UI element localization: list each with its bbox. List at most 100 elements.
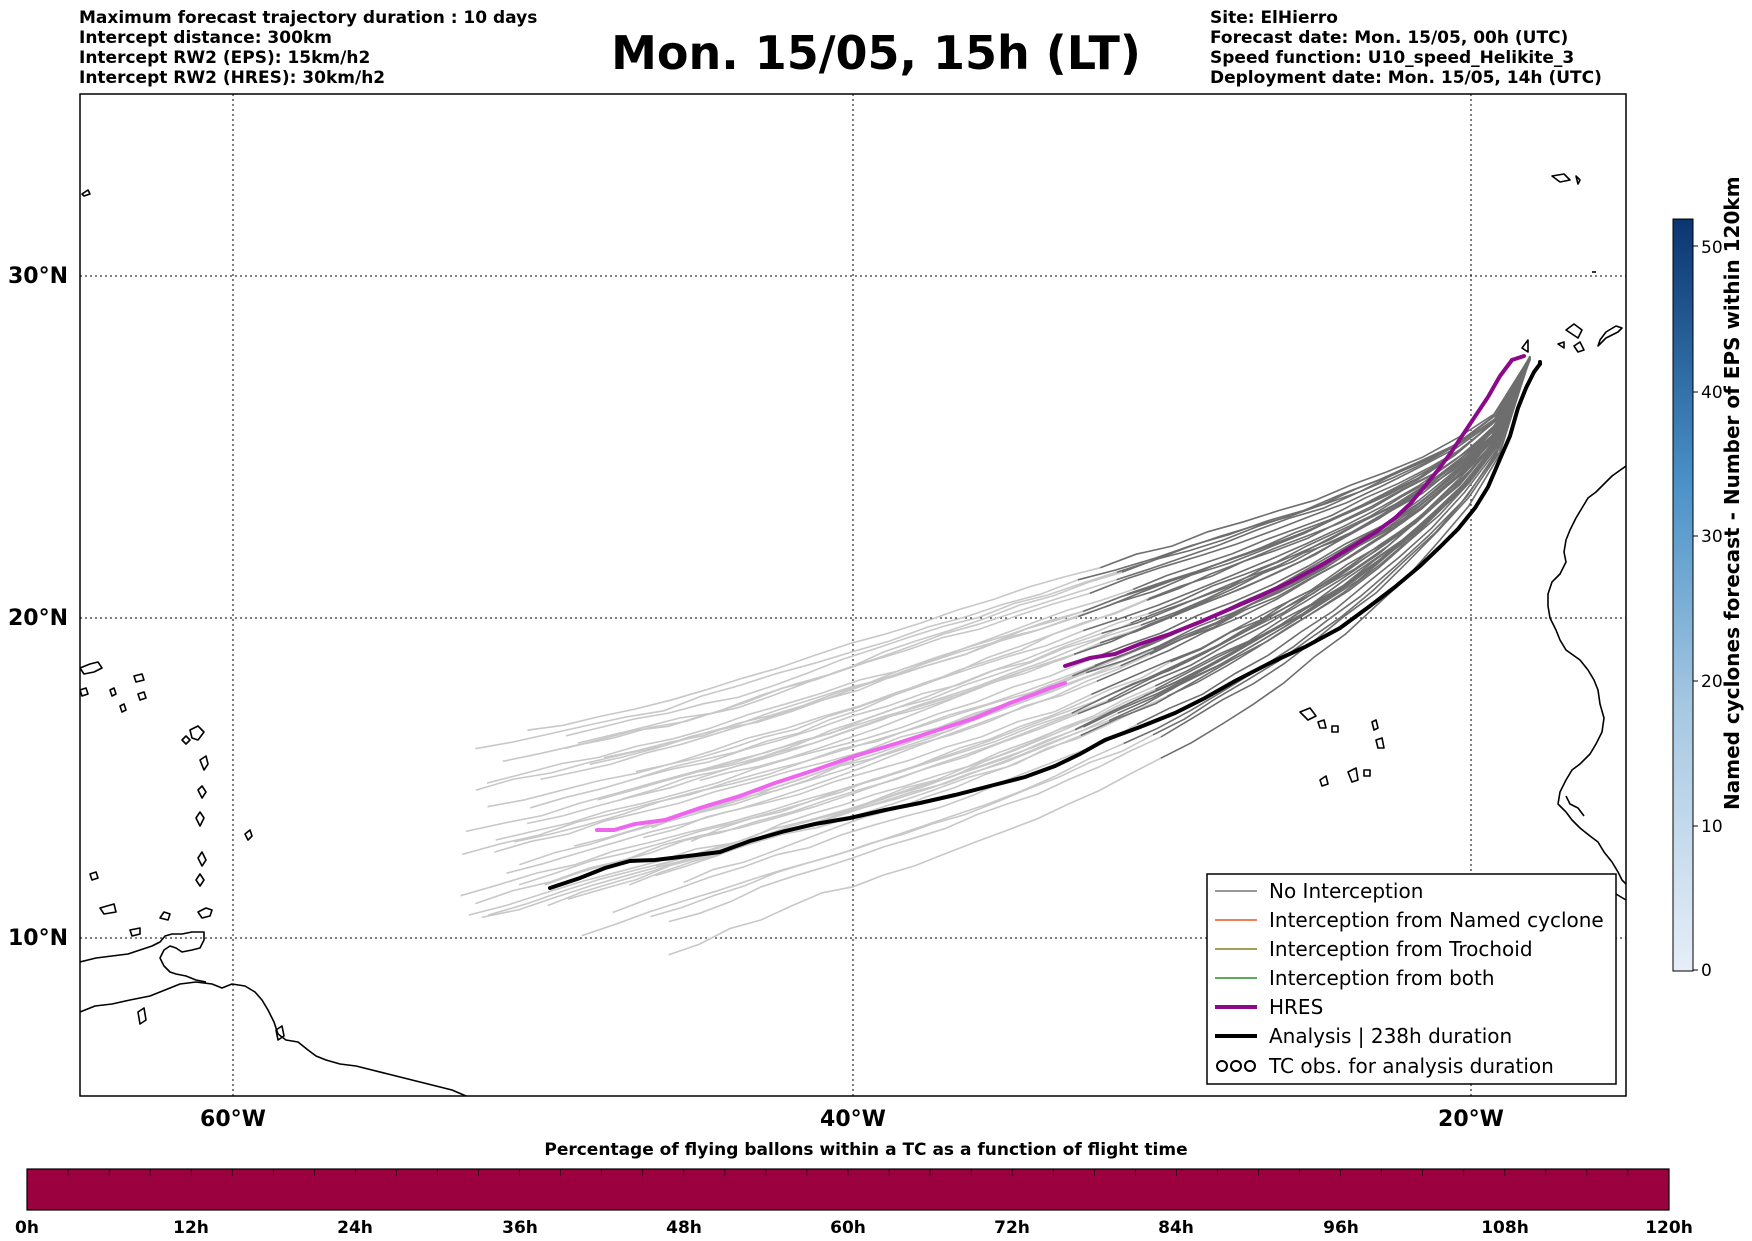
island-cape-verde-4 (1371, 719, 1379, 731)
ensemble-trajectory (475, 615, 1079, 791)
ensemble-trajectory (1071, 356, 1531, 714)
header-left-line: Intercept distance: 300km (79, 28, 332, 48)
lat-label-20n: 20°N (8, 606, 68, 631)
island-pr-b (80, 661, 103, 675)
ensemble-trajectory (460, 712, 1072, 897)
legend-label: TC obs. for analysis duration (1268, 1054, 1554, 1078)
legend-label: No Interception (1269, 879, 1423, 903)
ensemble-trajectory (519, 680, 1098, 866)
ensemble-trajectory (527, 566, 1101, 731)
ensemble-trajectory (597, 622, 1131, 801)
ensemble-trajectory (1082, 357, 1531, 632)
analysis-trajectory (548, 360, 1542, 890)
island-canary-3 (1557, 341, 1565, 349)
colorbar-bottom-ticks (26, 1169, 1670, 1176)
header-left-info: Maximum forecast trajectory duration : 1… (79, 8, 537, 88)
island-st-lucia (195, 873, 205, 887)
ensemble-trajectory (1101, 356, 1531, 635)
map-legend: No Interception Interception from Named … (1206, 873, 1617, 1085)
ensemble-trajectory (494, 671, 1087, 853)
ensemble-trajectory (475, 579, 1079, 750)
island-small-9 (275, 1025, 285, 1041)
legend-label: Interception from Trochoid (1269, 937, 1533, 961)
header-left-line: Intercept RW2 (EPS): 15km/h2 (79, 48, 371, 68)
coastlines (80, 173, 1626, 1096)
colorbar-right-tick: 50 (1701, 238, 1723, 258)
colorbar-bottom-tick: 84h (1158, 1218, 1194, 1238)
colorbar-bottom-tick: 12h (173, 1218, 209, 1238)
colorbar-right-label: Named cyclones forecast - Number of EPS … (1720, 176, 1744, 810)
island-small-2 (119, 703, 127, 713)
island-lesser-1 (195, 811, 205, 827)
ensemble-trajectory (1078, 356, 1531, 618)
ensemble-trajectory (1099, 359, 1531, 644)
island-cape-verde-7 (1347, 767, 1359, 783)
island-martinique (197, 851, 207, 867)
legend-label: Analysis | 238h duration (1269, 1024, 1512, 1048)
lon-label-40w: 40°W (820, 1107, 886, 1132)
island-madeira-2 (1575, 175, 1581, 185)
ensemble-trajectory (487, 629, 1084, 808)
colorbar-bottom-tick: 24h (337, 1218, 373, 1238)
colorbar-right-tick: 20 (1701, 672, 1723, 692)
ensemble-trajectory (1155, 356, 1531, 691)
ensemble-trajectory (1166, 355, 1531, 697)
header-right-line: Speed function: U10_speed_Helikite_3 (1210, 48, 1575, 68)
ensemble-trajectory (461, 675, 1073, 856)
island-canary-6 (1521, 339, 1529, 353)
ensemble-trajectory (1085, 357, 1531, 674)
island-small-4 (80, 687, 89, 697)
ensemble-trajectory (481, 734, 1082, 919)
island-small-7 (99, 903, 117, 915)
colorbar-bottom-tick: 96h (1323, 1218, 1359, 1238)
ensemble-trajectory (1073, 356, 1531, 655)
ensemble-trajectory (621, 624, 1142, 800)
coast-africa (1547, 465, 1626, 885)
ensemble-trajectory (475, 713, 1079, 905)
legend-label: Interception from both (1269, 966, 1495, 990)
ensemble-trajectory (547, 719, 1110, 907)
island-cape-verde-6 (1319, 775, 1329, 787)
ensemble-trajectory (635, 599, 1148, 773)
island-cape-verde-5 (1375, 737, 1385, 749)
island-cape-verde-2 (1317, 719, 1327, 729)
legend-label: Interception from Named cyclone (1269, 908, 1604, 932)
island-cape-verde-1 (1299, 707, 1317, 721)
tc-symbol-icon (1216, 1060, 1256, 1072)
colorbar-bottom-title: Percentage of flying ballons within a TC… (544, 1140, 1187, 1160)
island-madeira (1551, 173, 1571, 183)
ensemble-trajectory (1160, 358, 1531, 738)
ensemble-trajectory (651, 648, 1154, 829)
island-lesser-3 (199, 755, 209, 771)
island-guadeloupe (189, 725, 205, 741)
colorbar-right-tick: 10 (1701, 817, 1723, 837)
ensemble-trajectories-far (460, 566, 1175, 956)
header-right-info: Site: ElHierro Forecast date: Mon. 15/05… (1210, 8, 1602, 88)
hres-trajectory-near (1063, 354, 1526, 668)
island-pr-a (133, 673, 145, 683)
ensemble-trajectory (468, 728, 1076, 916)
colorbar-right-tick: 30 (1701, 527, 1723, 547)
colorbar-right: 50 40 30 20 10 0 (1672, 218, 1723, 981)
ensemble-trajectory (506, 693, 1092, 874)
page-title: Mon. 15/05, 15h (LT) (611, 26, 1141, 80)
ensemble-trajectory (1136, 357, 1531, 726)
colorbar-bottom-tick: 0h (15, 1218, 39, 1238)
ensemble-trajectory (502, 592, 1091, 763)
lat-label-10n: 10°N (8, 926, 68, 951)
legend-box (1206, 873, 1617, 1085)
colorbar-bottom-tick: 36h (502, 1218, 538, 1238)
header-right-line: Forecast date: Mon. 15/05, 00h (UTC) (1210, 28, 1569, 48)
header-right-line: Site: ElHierro (1210, 8, 1338, 28)
map-frame (79, 93, 1627, 1097)
island-cape-verde-3 (1331, 725, 1339, 733)
colorbar-right-tick: 40 (1701, 383, 1723, 403)
ensemble-trajectory (530, 632, 1102, 809)
island-canary-2 (1573, 341, 1585, 353)
island-trinidad (159, 911, 171, 921)
coast-caribbean-west (80, 931, 207, 983)
island-small-1 (109, 687, 117, 697)
legend-label: HRES (1269, 995, 1323, 1019)
ensemble-trajectory (1123, 356, 1531, 745)
colorbar-bottom-tick: 72h (994, 1218, 1030, 1238)
